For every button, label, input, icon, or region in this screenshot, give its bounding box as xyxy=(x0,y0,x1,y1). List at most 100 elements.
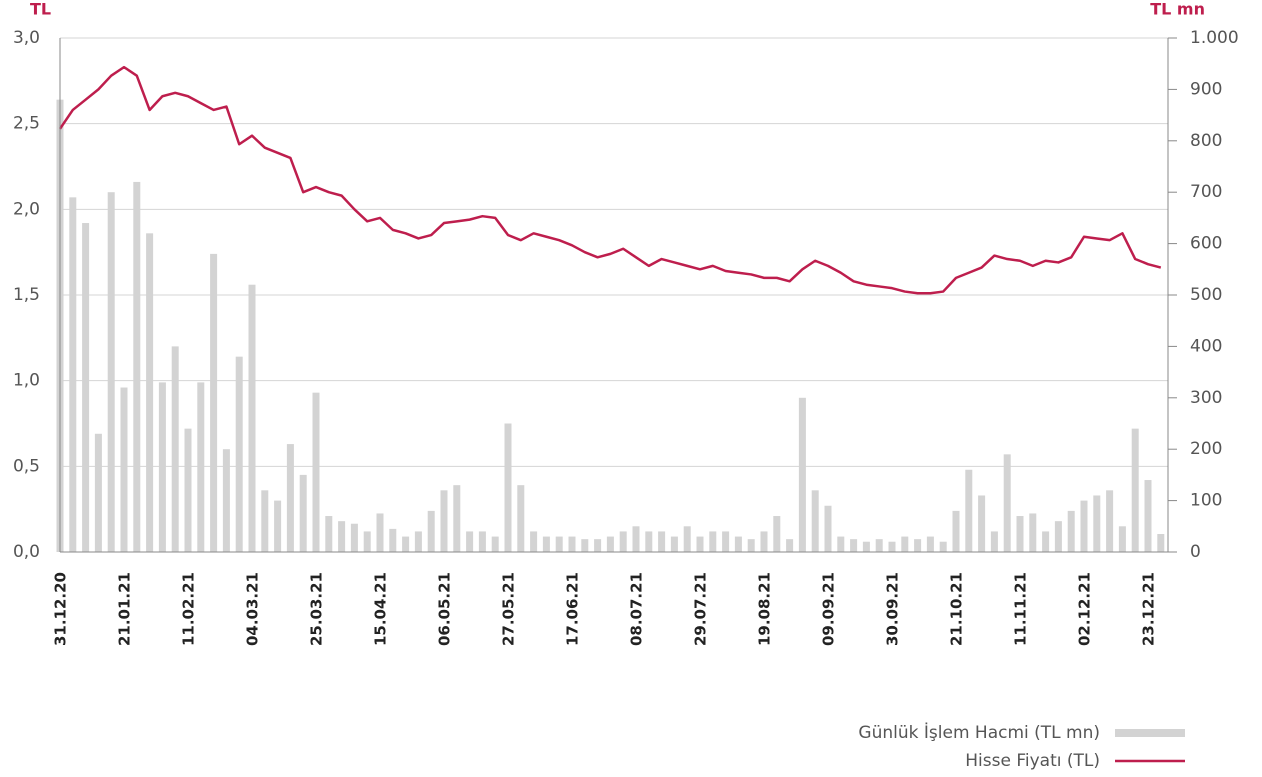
y-tick-label: 0,5 xyxy=(13,456,40,476)
volume-bar xyxy=(504,423,512,552)
x-tick-label: 17.06.21 xyxy=(564,572,582,646)
y2-tick-label: 300 xyxy=(1190,388,1222,408)
volume-bar xyxy=(939,541,947,552)
y-tick-label: 0,0 xyxy=(13,542,40,562)
y2-tick-label: 100 xyxy=(1190,491,1222,511)
x-tick-label: 08.07.21 xyxy=(628,572,646,646)
volume-bar xyxy=(1106,490,1114,552)
volume-bar xyxy=(747,539,755,552)
volume-bar xyxy=(1093,495,1101,552)
x-tick-label: 23.12.21 xyxy=(1140,572,1158,646)
volume-bar xyxy=(990,531,998,552)
volume-bar xyxy=(1080,500,1088,552)
volume-bar xyxy=(1131,428,1139,552)
volume-bar xyxy=(811,490,819,552)
volume-bar xyxy=(555,536,563,552)
volume-bar xyxy=(1067,510,1075,552)
x-tick-label: 11.11.21 xyxy=(1012,572,1030,646)
y2-tick-label: 400 xyxy=(1190,336,1222,356)
volume-bar xyxy=(722,531,730,552)
volume-bar xyxy=(286,444,294,552)
volume-bar xyxy=(133,181,141,553)
volume-bar xyxy=(440,490,448,552)
y-tick-label: 2,5 xyxy=(13,114,40,134)
y2-tick-label: 800 xyxy=(1190,131,1222,151)
volume-bar xyxy=(1144,480,1152,552)
volume-bar xyxy=(619,531,627,552)
x-tick-label: 25.03.21 xyxy=(308,572,326,646)
volume-bar xyxy=(107,192,115,552)
volume-bar xyxy=(1003,454,1011,552)
volume-bar xyxy=(824,505,832,552)
volume-bar xyxy=(363,531,371,552)
y-tick-label: 1,5 xyxy=(13,285,40,305)
volume-bar xyxy=(978,495,986,552)
legend-label: Günlük İşlem Hacmi (TL mn) xyxy=(858,722,1100,743)
volume-bar xyxy=(210,253,218,552)
volume-bar xyxy=(760,531,768,552)
y2-axis-title: TL mn xyxy=(1150,0,1205,19)
volume-bar xyxy=(914,539,922,552)
x-tick-label: 21.01.21 xyxy=(116,572,134,646)
volume-bar xyxy=(862,541,870,552)
x-tick-label: 19.08.21 xyxy=(756,572,774,646)
y2-tick-label: 200 xyxy=(1190,439,1222,459)
volume-bar xyxy=(171,346,179,552)
x-tick-label: 31.12.20 xyxy=(52,572,70,646)
x-tick-label: 21.10.21 xyxy=(948,572,966,646)
volume-bar xyxy=(786,539,794,552)
y-tick-label: 3,0 xyxy=(13,28,40,48)
volume-bar xyxy=(798,397,806,552)
x-tick-label: 15.04.21 xyxy=(372,572,390,646)
volume-bar xyxy=(478,531,486,552)
volume-bar xyxy=(734,536,742,552)
price-line xyxy=(58,65,1162,295)
volume-bar xyxy=(709,531,717,552)
volume-bar xyxy=(312,392,320,552)
x-tick-label: 04.03.21 xyxy=(244,572,262,646)
volume-bar xyxy=(82,223,90,553)
volume-bar xyxy=(926,536,934,552)
volume-bar xyxy=(389,528,397,552)
volume-bar xyxy=(466,531,474,552)
y-tick-label: 1,0 xyxy=(13,371,40,391)
volume-bar xyxy=(94,433,102,552)
volume-bar xyxy=(901,536,909,552)
volume-bar xyxy=(376,513,384,552)
volume-bar xyxy=(402,536,410,552)
volume-bar xyxy=(581,539,589,552)
y-axis-title: TL xyxy=(30,0,51,19)
volume-bar xyxy=(632,526,640,552)
volume-bar xyxy=(491,536,499,552)
y2-tick-label: 900 xyxy=(1190,79,1222,99)
volume-bar xyxy=(594,539,602,552)
x-tick-label: 27.05.21 xyxy=(500,572,518,646)
y2-tick-label: 500 xyxy=(1190,285,1222,305)
volume-bar xyxy=(645,531,653,552)
volume-bar xyxy=(837,536,845,552)
y2-tick-label: 700 xyxy=(1190,182,1222,202)
volume-bar xyxy=(184,428,192,552)
volume-bar xyxy=(235,356,243,552)
x-tick-label: 02.12.21 xyxy=(1076,572,1094,646)
volume-bar xyxy=(1118,526,1126,552)
volume-bar xyxy=(120,387,128,552)
volume-bar xyxy=(875,539,883,552)
x-tick-label: 29.07.21 xyxy=(692,572,710,646)
volume-bar xyxy=(568,536,576,552)
y2-tick-label: 1.000 xyxy=(1190,28,1239,48)
x-tick-label: 06.05.21 xyxy=(436,572,454,646)
volume-bar xyxy=(1157,534,1165,552)
legend-label: Hisse Fiyatı (TL) xyxy=(965,751,1100,771)
volume-bar xyxy=(158,382,166,552)
y2-tick-label: 600 xyxy=(1190,234,1222,254)
volume-bar xyxy=(696,536,704,552)
volume-bar xyxy=(338,521,346,552)
volume-bar xyxy=(658,531,666,552)
volume-bar xyxy=(325,516,333,552)
volume-bar xyxy=(197,382,205,552)
volume-bar xyxy=(414,531,422,552)
volume-bar xyxy=(670,536,678,552)
volume-bar xyxy=(683,526,691,552)
